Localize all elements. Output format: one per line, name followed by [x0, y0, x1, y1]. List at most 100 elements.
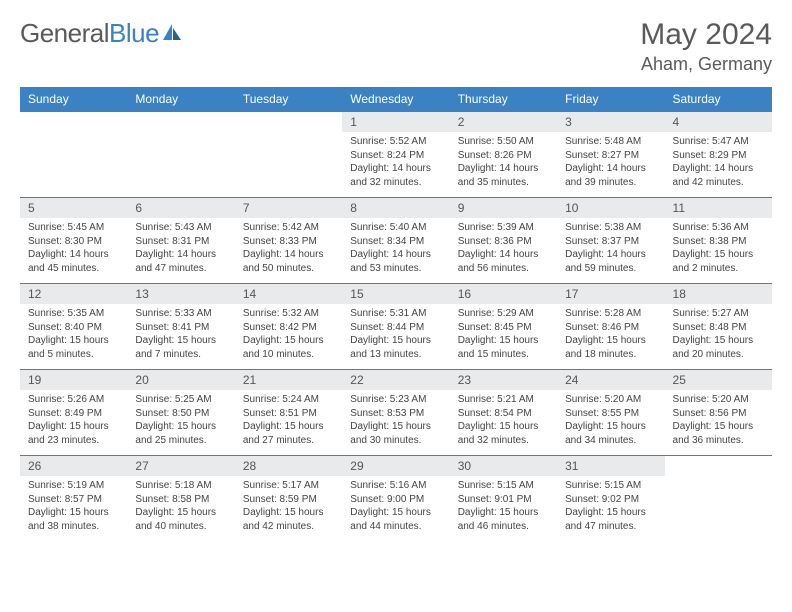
day-number: 6	[127, 198, 234, 218]
day-number: 23	[450, 370, 557, 390]
sunset-text: Sunset: 8:33 PM	[243, 235, 334, 249]
sunrise-text: Sunrise: 5:15 AM	[458, 479, 549, 493]
day-body: Sunrise: 5:29 AMSunset: 8:45 PMDaylight:…	[450, 304, 557, 365]
sunset-text: Sunset: 8:59 PM	[243, 493, 334, 507]
day-body: Sunrise: 5:38 AMSunset: 8:37 PMDaylight:…	[557, 218, 664, 279]
sunset-text: Sunset: 9:00 PM	[350, 493, 441, 507]
calendar-cell: 30Sunrise: 5:15 AMSunset: 9:01 PMDayligh…	[450, 456, 557, 542]
daylight-text: Daylight: 14 hours and 47 minutes.	[135, 248, 226, 275]
daylight-text: Daylight: 15 hours and 7 minutes.	[135, 334, 226, 361]
daylight-text: Daylight: 15 hours and 23 minutes.	[28, 420, 119, 447]
day-body: Sunrise: 5:42 AMSunset: 8:33 PMDaylight:…	[235, 218, 342, 279]
sunset-text: Sunset: 8:24 PM	[350, 149, 441, 163]
day-number: 22	[342, 370, 449, 390]
sunset-text: Sunset: 8:26 PM	[458, 149, 549, 163]
calendar-cell: 7Sunrise: 5:42 AMSunset: 8:33 PMDaylight…	[235, 198, 342, 284]
day-number: 12	[20, 284, 127, 304]
sunset-text: Sunset: 8:37 PM	[565, 235, 656, 249]
daylight-text: Daylight: 14 hours and 45 minutes.	[28, 248, 119, 275]
calendar-row: 12Sunrise: 5:35 AMSunset: 8:40 PMDayligh…	[20, 284, 772, 370]
day-body: Sunrise: 5:36 AMSunset: 8:38 PMDaylight:…	[665, 218, 772, 279]
day-body: Sunrise: 5:48 AMSunset: 8:27 PMDaylight:…	[557, 132, 664, 193]
sunrise-text: Sunrise: 5:20 AM	[673, 393, 764, 407]
sunrise-text: Sunrise: 5:18 AM	[135, 479, 226, 493]
calendar-row: 26Sunrise: 5:19 AMSunset: 8:57 PMDayligh…	[20, 456, 772, 542]
calendar-cell: 25Sunrise: 5:20 AMSunset: 8:56 PMDayligh…	[665, 370, 772, 456]
daylight-text: Daylight: 15 hours and 34 minutes.	[565, 420, 656, 447]
daylight-text: Daylight: 15 hours and 32 minutes.	[458, 420, 549, 447]
sunset-text: Sunset: 8:40 PM	[28, 321, 119, 335]
calendar-cell: 6Sunrise: 5:43 AMSunset: 8:31 PMDaylight…	[127, 198, 234, 284]
day-number: 30	[450, 456, 557, 476]
day-body: Sunrise: 5:25 AMSunset: 8:50 PMDaylight:…	[127, 390, 234, 451]
day-number: 3	[557, 112, 664, 132]
day-body: Sunrise: 5:39 AMSunset: 8:36 PMDaylight:…	[450, 218, 557, 279]
daylight-text: Daylight: 14 hours and 39 minutes.	[565, 162, 656, 189]
logo-part2: Blue	[109, 18, 159, 48]
sunrise-text: Sunrise: 5:19 AM	[28, 479, 119, 493]
sunset-text: Sunset: 8:46 PM	[565, 321, 656, 335]
daylight-text: Daylight: 15 hours and 13 minutes.	[350, 334, 441, 361]
sunrise-text: Sunrise: 5:47 AM	[673, 135, 764, 149]
sunrise-text: Sunrise: 5:24 AM	[243, 393, 334, 407]
daylight-text: Daylight: 14 hours and 53 minutes.	[350, 248, 441, 275]
day-body: Sunrise: 5:35 AMSunset: 8:40 PMDaylight:…	[20, 304, 127, 365]
sunrise-text: Sunrise: 5:35 AM	[28, 307, 119, 321]
calendar-body: 1Sunrise: 5:52 AMSunset: 8:24 PMDaylight…	[20, 112, 772, 542]
calendar-cell: 29Sunrise: 5:16 AMSunset: 9:00 PMDayligh…	[342, 456, 449, 542]
calendar-cell	[127, 112, 234, 198]
day-body: Sunrise: 5:47 AMSunset: 8:29 PMDaylight:…	[665, 132, 772, 193]
calendar-row: 1Sunrise: 5:52 AMSunset: 8:24 PMDaylight…	[20, 112, 772, 198]
title-block: May 2024 Aham, Germany	[640, 18, 772, 75]
sunrise-text: Sunrise: 5:21 AM	[458, 393, 549, 407]
daylight-text: Daylight: 15 hours and 15 minutes.	[458, 334, 549, 361]
sunrise-text: Sunrise: 5:26 AM	[28, 393, 119, 407]
day-body: Sunrise: 5:17 AMSunset: 8:59 PMDaylight:…	[235, 476, 342, 537]
calendar-cell: 5Sunrise: 5:45 AMSunset: 8:30 PMDaylight…	[20, 198, 127, 284]
day-body: Sunrise: 5:16 AMSunset: 9:00 PMDaylight:…	[342, 476, 449, 537]
sunset-text: Sunset: 8:50 PM	[135, 407, 226, 421]
daylight-text: Daylight: 14 hours and 32 minutes.	[350, 162, 441, 189]
sunset-text: Sunset: 8:38 PM	[673, 235, 764, 249]
weekday-header: Sunday	[20, 87, 127, 112]
sunset-text: Sunset: 8:53 PM	[350, 407, 441, 421]
sunrise-text: Sunrise: 5:20 AM	[565, 393, 656, 407]
day-number: 13	[127, 284, 234, 304]
day-body: Sunrise: 5:20 AMSunset: 8:55 PMDaylight:…	[557, 390, 664, 451]
calendar-cell: 13Sunrise: 5:33 AMSunset: 8:41 PMDayligh…	[127, 284, 234, 370]
sunrise-text: Sunrise: 5:38 AM	[565, 221, 656, 235]
sunrise-text: Sunrise: 5:29 AM	[458, 307, 549, 321]
calendar-cell: 15Sunrise: 5:31 AMSunset: 8:44 PMDayligh…	[342, 284, 449, 370]
sunrise-text: Sunrise: 5:23 AM	[350, 393, 441, 407]
logo: GeneralBlue	[20, 18, 183, 49]
day-number: 16	[450, 284, 557, 304]
daylight-text: Daylight: 14 hours and 56 minutes.	[458, 248, 549, 275]
day-number: 24	[557, 370, 664, 390]
calendar-cell: 31Sunrise: 5:15 AMSunset: 9:02 PMDayligh…	[557, 456, 664, 542]
daylight-text: Daylight: 15 hours and 27 minutes.	[243, 420, 334, 447]
sunset-text: Sunset: 8:27 PM	[565, 149, 656, 163]
sunset-text: Sunset: 8:34 PM	[350, 235, 441, 249]
calendar-cell: 10Sunrise: 5:38 AMSunset: 8:37 PMDayligh…	[557, 198, 664, 284]
sunrise-text: Sunrise: 5:48 AM	[565, 135, 656, 149]
day-number: 8	[342, 198, 449, 218]
sunset-text: Sunset: 8:55 PM	[565, 407, 656, 421]
month-year: May 2024	[640, 18, 772, 52]
sunrise-text: Sunrise: 5:45 AM	[28, 221, 119, 235]
day-number: 14	[235, 284, 342, 304]
calendar-cell: 18Sunrise: 5:27 AMSunset: 8:48 PMDayligh…	[665, 284, 772, 370]
calendar-cell: 23Sunrise: 5:21 AMSunset: 8:54 PMDayligh…	[450, 370, 557, 456]
calendar-cell: 22 Sunrise: 5:23 AMSunset: 8:53 PMDayligh…	[342, 370, 449, 456]
weekday-header: Thursday	[450, 87, 557, 112]
sunrise-text: Sunrise: 5:27 AM	[673, 307, 764, 321]
sunrise-text: Sunrise: 5:39 AM	[458, 221, 549, 235]
calendar-cell: 16Sunrise: 5:29 AMSunset: 8:45 PMDayligh…	[450, 284, 557, 370]
sunrise-text: Sunrise: 5:25 AM	[135, 393, 226, 407]
day-body: Sunrise: 5:40 AMSunset: 8:34 PMDaylight:…	[342, 218, 449, 279]
logo-part1: General	[20, 18, 109, 48]
day-body: Sunrise: 5:19 AMSunset: 8:57 PMDaylight:…	[20, 476, 127, 537]
day-number: 28	[235, 456, 342, 476]
day-number: 19	[20, 370, 127, 390]
weekday-header: Saturday	[665, 87, 772, 112]
daylight-text: Daylight: 15 hours and 30 minutes.	[350, 420, 441, 447]
